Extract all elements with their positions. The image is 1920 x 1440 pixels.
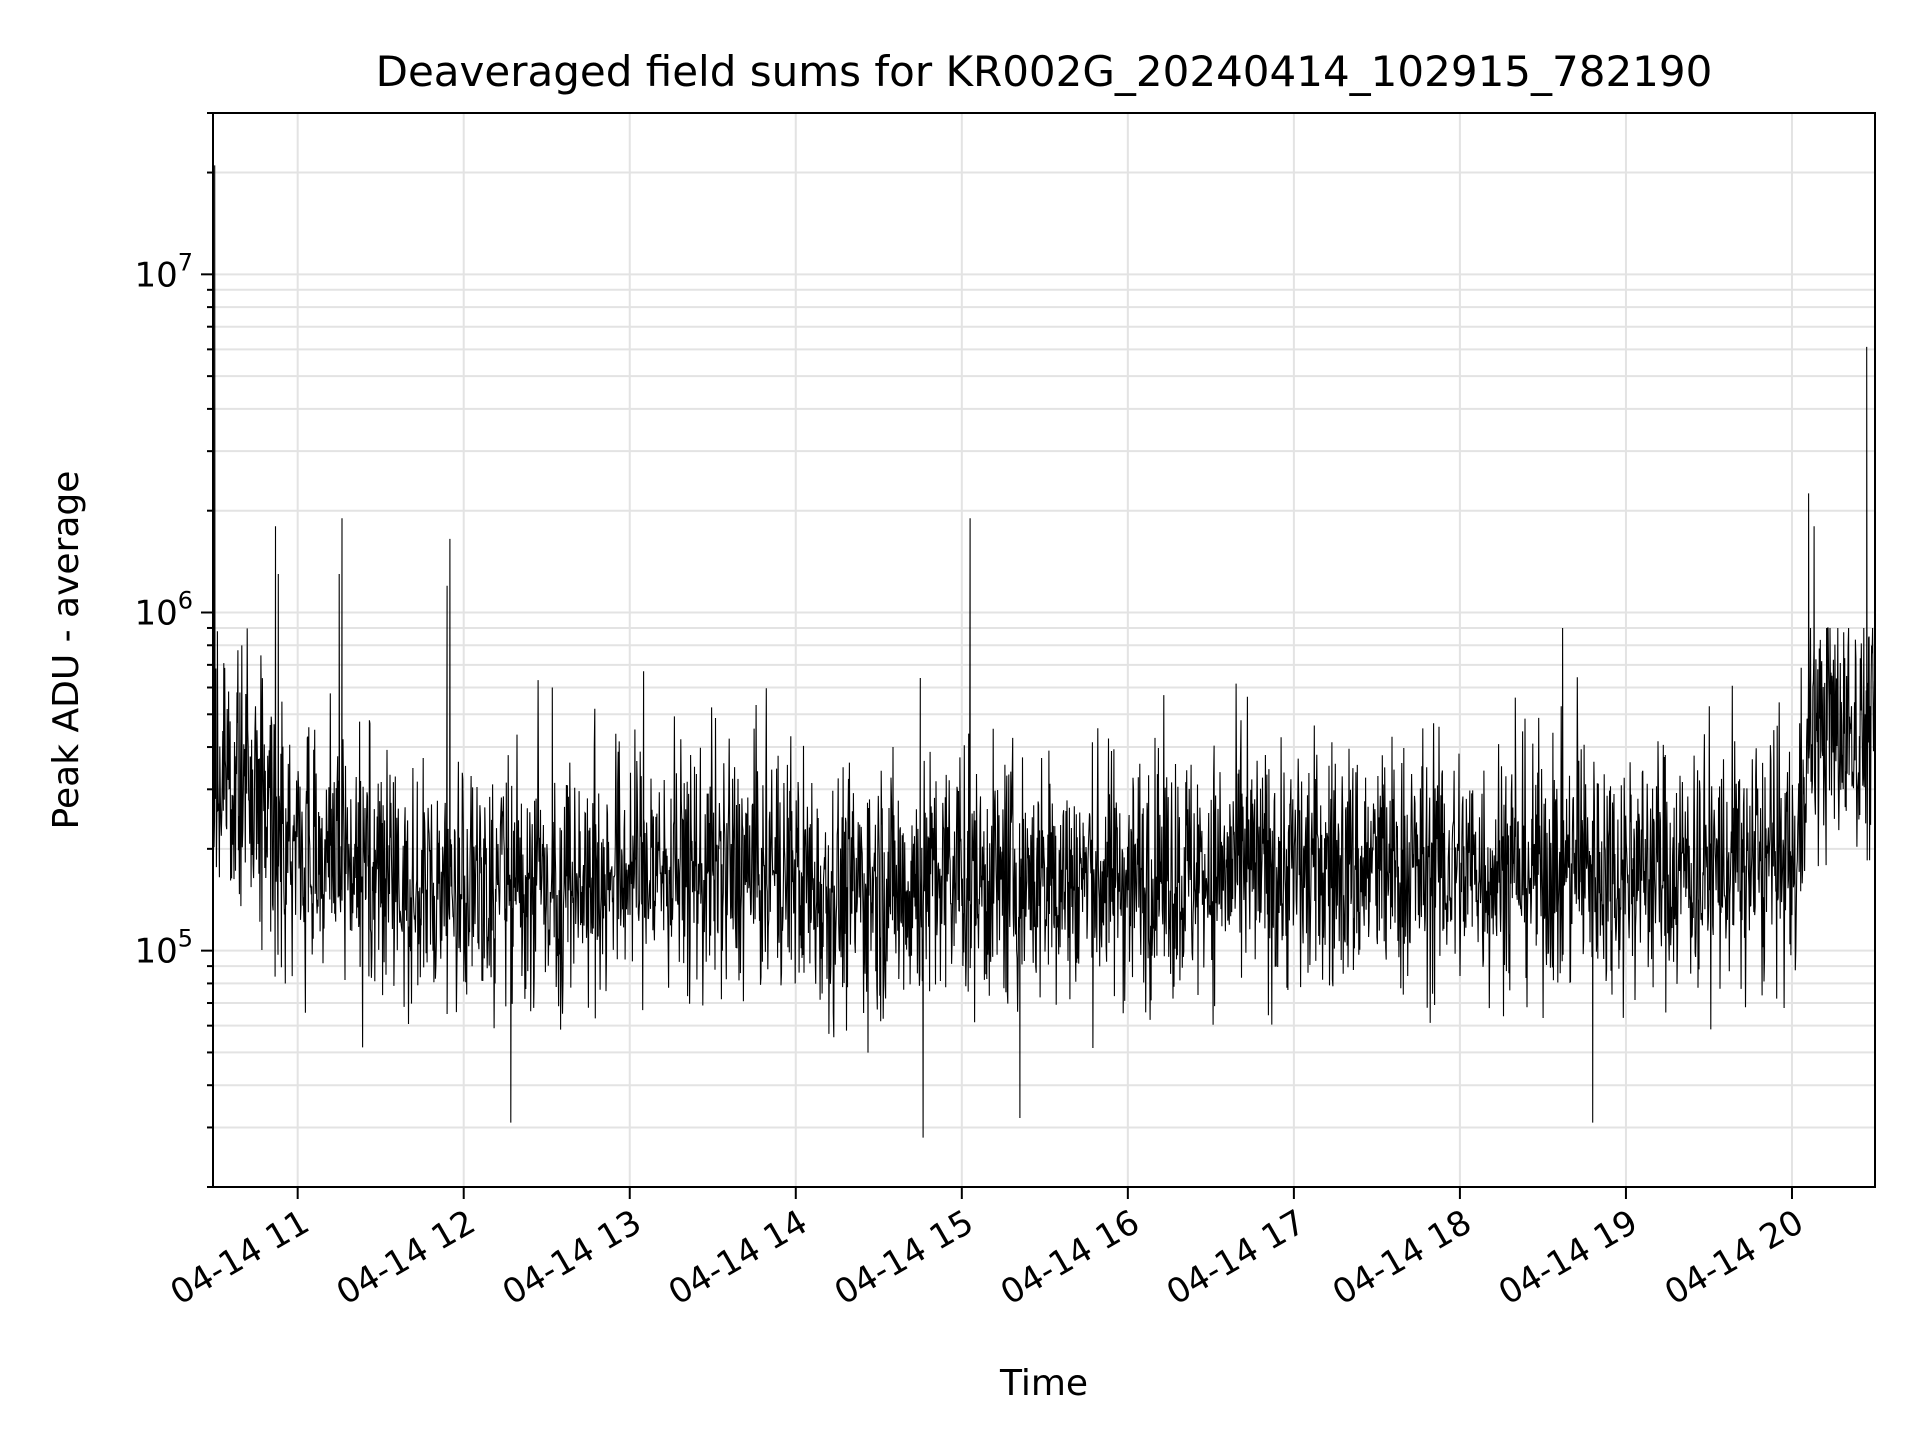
y-tick-label: 107 bbox=[134, 248, 193, 295]
chart-title: Deaveraged field sums for KR002G_2024041… bbox=[376, 47, 1713, 96]
plot-frame bbox=[212, 112, 1876, 1188]
y-tick-label: 106 bbox=[134, 586, 193, 633]
series-line bbox=[212, 165, 1876, 1138]
series-path bbox=[212, 165, 1876, 1138]
y-ticks: 105 106 107 bbox=[134, 112, 213, 1188]
y-axis-label: Peak ADU - average bbox=[46, 471, 87, 830]
y-tick-label: 105 bbox=[134, 925, 193, 972]
x-axis-label: Time bbox=[999, 1363, 1088, 1404]
